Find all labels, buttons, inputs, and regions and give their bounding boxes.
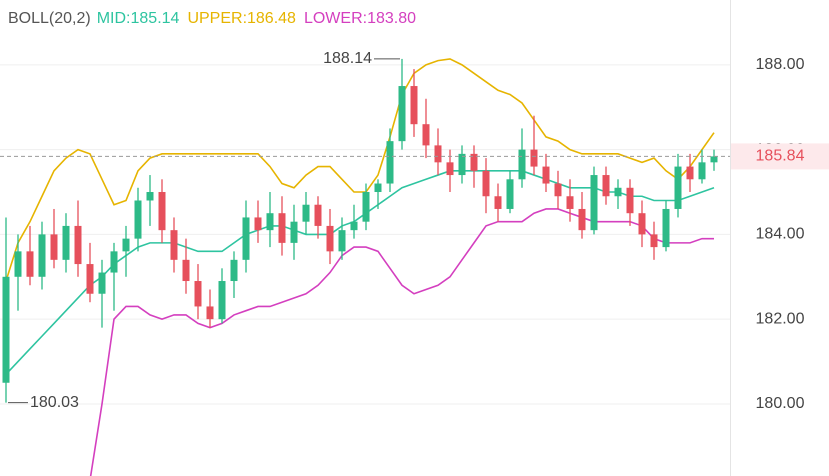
candle-body [446, 162, 454, 176]
candle-body [62, 225, 70, 260]
candle-body [170, 230, 178, 260]
candle-body [470, 153, 478, 171]
candle-body [422, 124, 430, 146]
low-label: 180.03 [30, 394, 79, 411]
candle-body [554, 183, 562, 197]
overlay: 188.14 180.03 185.84 [0, 50, 829, 411]
candle-body [98, 272, 106, 294]
band-line [89, 208, 714, 476]
last-price-badge [731, 143, 829, 170]
candle-body [626, 187, 634, 214]
y-tick-label: 182.00 [756, 310, 805, 327]
candle-body [302, 204, 310, 222]
candle-body [566, 196, 574, 209]
y-tick-label: 188.00 [756, 56, 805, 73]
candle-body [38, 234, 46, 277]
candle-body [134, 200, 142, 239]
candle-body [434, 145, 442, 163]
candle-body [518, 149, 526, 180]
candle-body [614, 187, 622, 197]
candle-body [74, 225, 82, 265]
candle-body [410, 86, 418, 125]
candle-body [482, 170, 490, 197]
candle-body [86, 264, 94, 294]
legend: BOLL(20,2) MID:185.14 UPPER:186.48 LOWER:1… [8, 10, 416, 27]
candle-body [638, 213, 646, 235]
candle-body [350, 221, 358, 231]
candle-body [254, 217, 262, 231]
candle-body [710, 156, 718, 163]
band-line [5, 58, 715, 282]
legend-entry: MID:185.14 [97, 10, 180, 27]
candle-body [326, 225, 334, 252]
candle-body [290, 221, 298, 243]
candle-body [590, 175, 598, 231]
candle-body [278, 213, 286, 243]
candle-body [266, 213, 274, 231]
candle-body [194, 281, 202, 307]
candle-body [494, 196, 502, 209]
legend-entry: LOWER:183.80 [304, 10, 416, 27]
candle-body [650, 234, 658, 248]
y-tick-label: 184.00 [756, 226, 805, 243]
candle-body [230, 259, 238, 282]
candle-body [110, 251, 118, 273]
last-price-label: 185.84 [756, 148, 805, 165]
y-tick-label: 180.00 [756, 395, 805, 412]
candle-body [2, 276, 10, 383]
candle-body [542, 166, 550, 184]
candle-body [374, 183, 382, 193]
high-label: 188.14 [323, 50, 372, 67]
candle-body [206, 306, 214, 320]
legend-entry: UPPER:186.48 [187, 10, 296, 27]
candle-body [386, 141, 394, 184]
candles [2, 58, 718, 403]
candle-body [242, 217, 250, 260]
candle-body [674, 166, 682, 209]
candle-body [122, 238, 130, 252]
candle-body [686, 166, 694, 180]
candle-body [458, 153, 466, 176]
candle-body [50, 234, 58, 260]
candle-body [578, 208, 586, 231]
candle-body [146, 192, 154, 201]
candle-body [26, 251, 34, 277]
candle-body [398, 86, 406, 142]
candle-body [182, 259, 190, 282]
candle-body [662, 208, 670, 248]
candle-body [362, 192, 370, 222]
candle-body [506, 179, 514, 209]
candle-body [602, 175, 610, 197]
candle-body [158, 192, 166, 231]
candle-body [530, 149, 538, 167]
candle-body [698, 162, 706, 180]
candle-body [314, 204, 322, 226]
candle-body [338, 230, 346, 252]
candle-body [14, 251, 22, 277]
indicator-label: BOLL(20,2) [8, 10, 91, 27]
candle-body [218, 281, 226, 320]
